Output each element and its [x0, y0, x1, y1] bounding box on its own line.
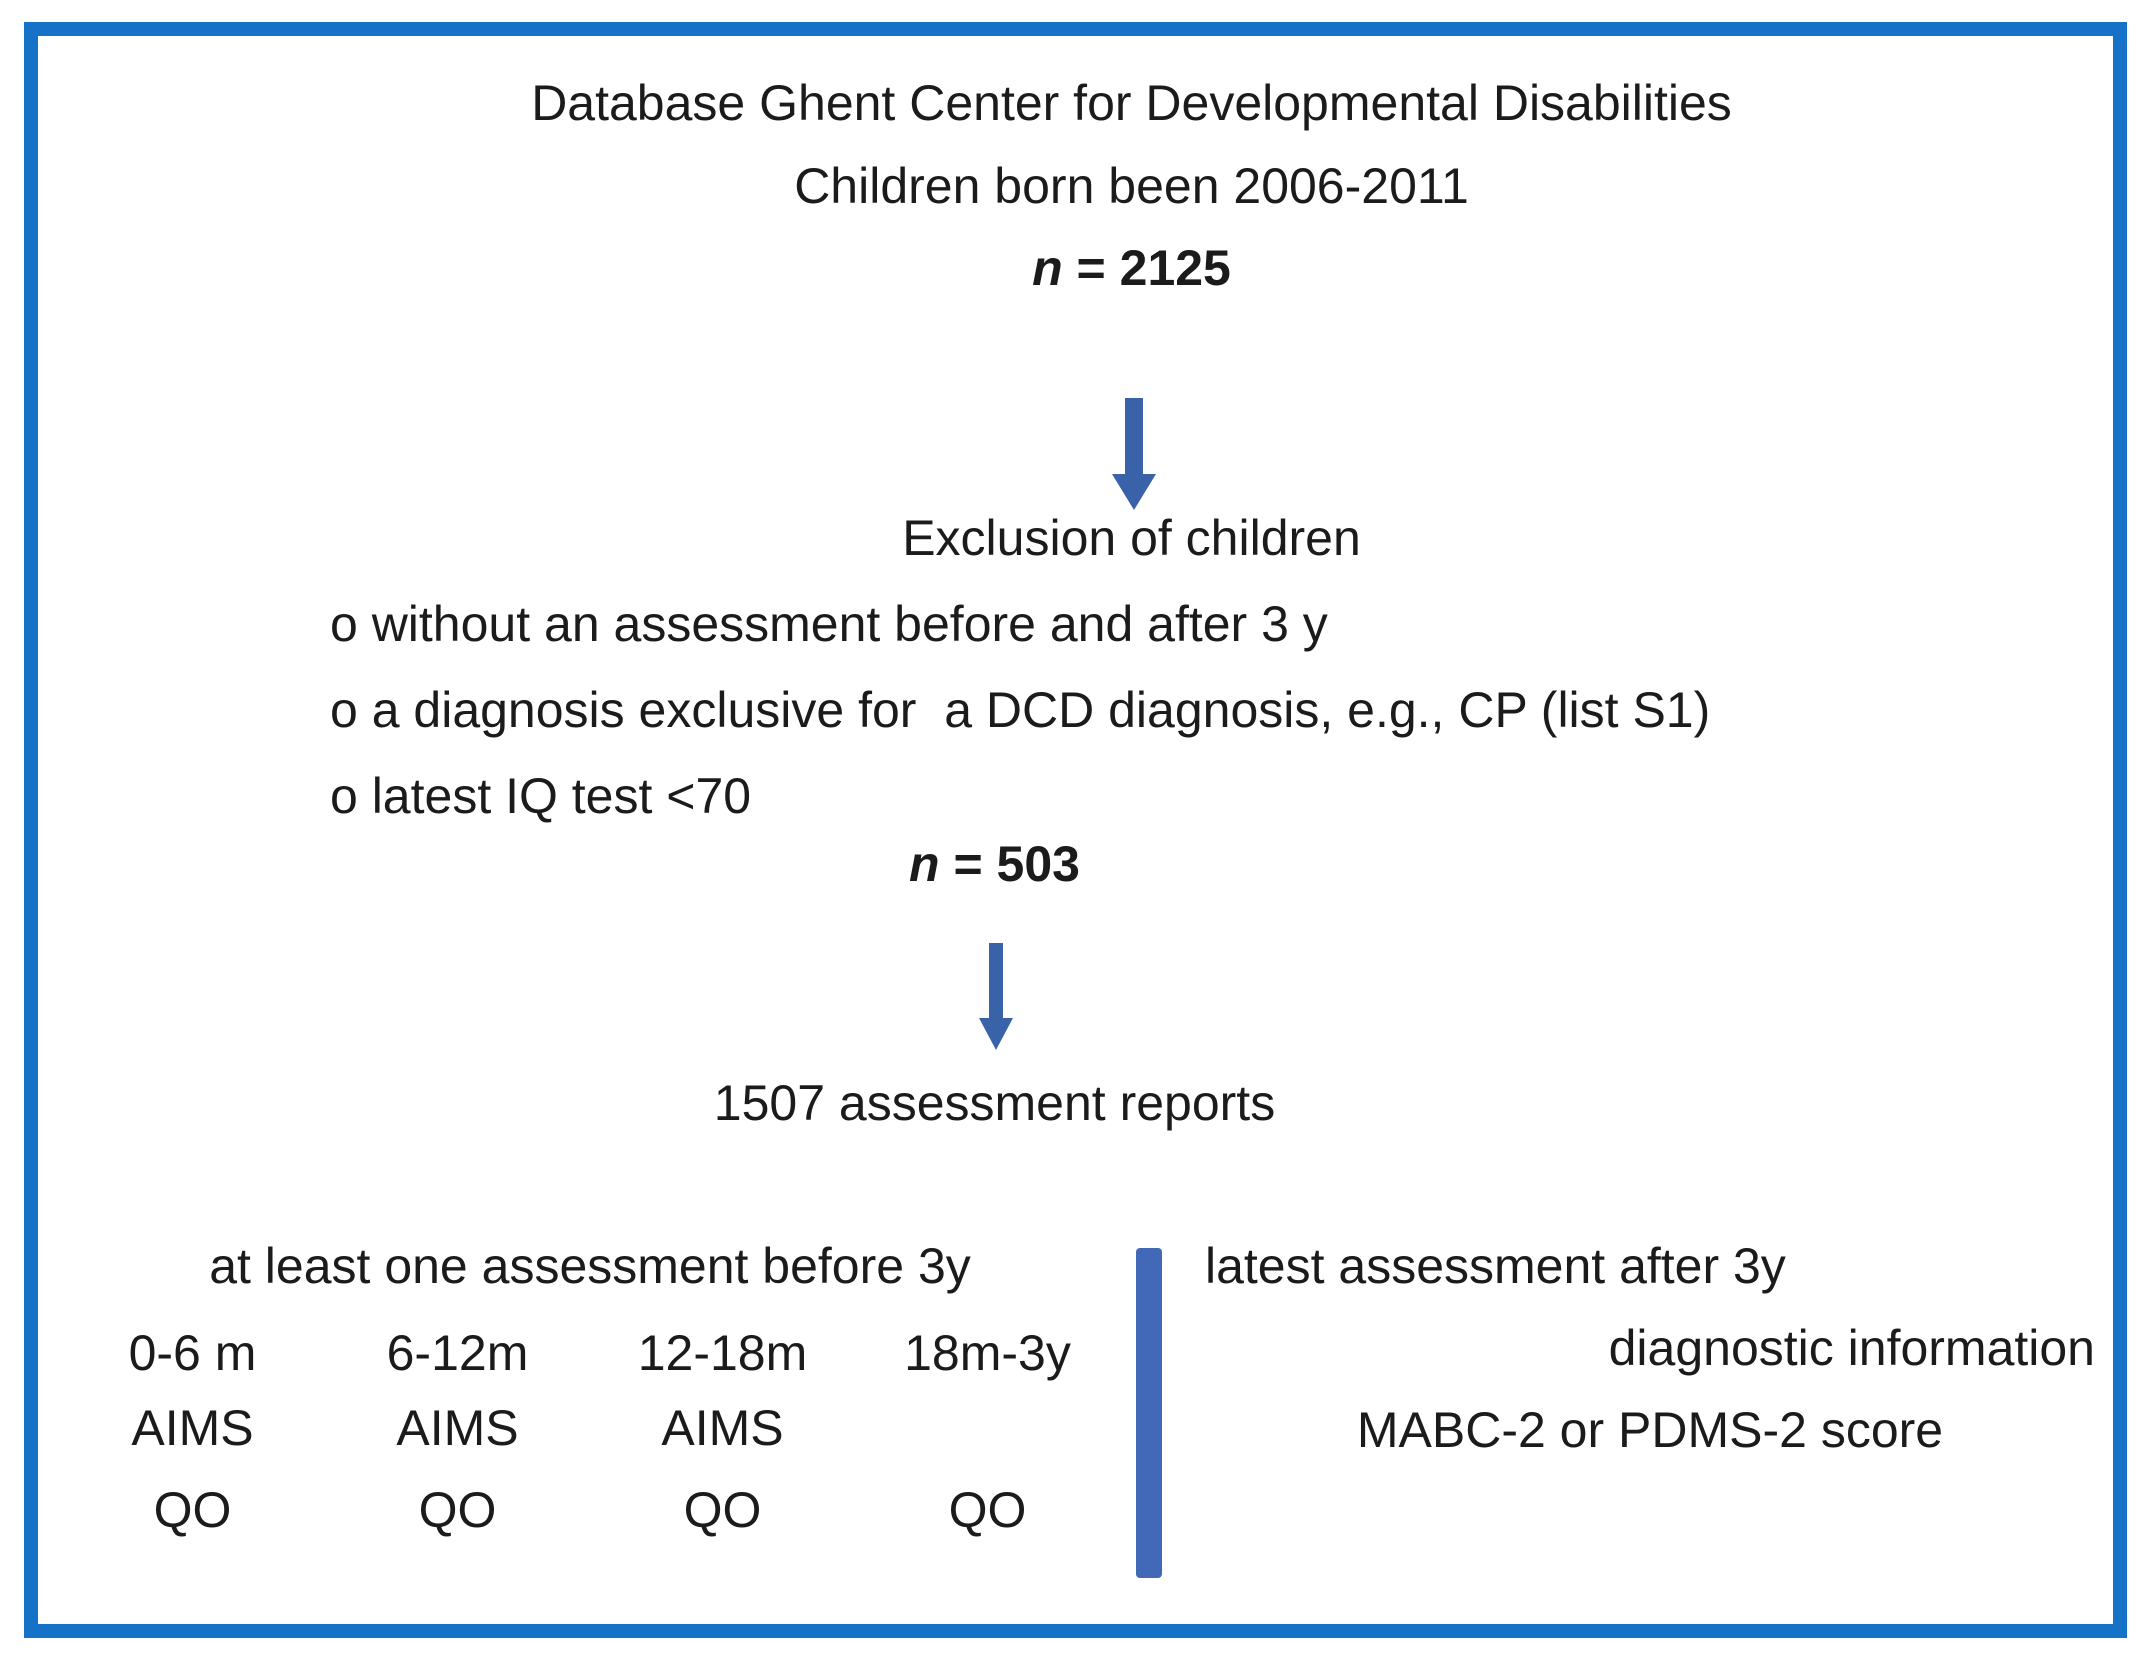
arrow-down-icon — [1112, 398, 1156, 510]
qo-cell-1: QO — [153, 1482, 232, 1538]
exclusion-heading: Exclusion of children — [902, 510, 1361, 566]
aims-cell-4 — [855, 1400, 1120, 1456]
sample-size-total: n = 2125 — [57, 240, 2149, 296]
figure-border-frame — [24, 22, 2127, 1638]
qo-cell-4: QO — [948, 1482, 1027, 1538]
aims-cell-3: AIMS — [661, 1400, 784, 1456]
arrow-down-icon — [979, 943, 1013, 1050]
age-period-6-12m: 6-12m — [386, 1325, 529, 1381]
exclusion-bullet-list: o without an assessment before and after… — [330, 596, 1710, 854]
exclusion-bullet-2: o a diagnosis exclusive for a DCD diagno… — [330, 682, 1711, 738]
motor-score-line: MABC-2 or PDMS-2 score — [1356, 1402, 1944, 1458]
aims-cell-2: AIMS — [396, 1400, 519, 1456]
sample-size-included: n = 503 — [0, 836, 2069, 892]
birth-cohort-line: Children born been 2006-2011 — [794, 158, 1469, 214]
assessment-reports-line: 1507 assessment reports — [713, 1075, 1276, 1131]
age-period-18m-3y: 18m-3y — [904, 1325, 1071, 1381]
age-period-0-6m: 0-6 m — [128, 1325, 257, 1381]
qo-cell-2: QO — [418, 1482, 497, 1538]
after-3y-heading: latest assessment after 3y — [1205, 1238, 1786, 1294]
aims-row: AIMS AIMS AIMS — [60, 1400, 1120, 1456]
age-period-row: 0-6 m 6-12m 12-18m 18m-3y — [60, 1325, 1120, 1381]
exclusion-bullet-3: o latest IQ test <70 — [330, 768, 752, 824]
age-period-12-18m: 12-18m — [637, 1325, 808, 1381]
qo-row: QO QO QO QO — [60, 1482, 1120, 1538]
diagnostic-information-line: diagnostic information — [1608, 1320, 2095, 1376]
n-value-total: = 2125 — [1062, 240, 1231, 296]
database-title-line: Database Ghent Center for Developmental … — [531, 75, 1732, 131]
divider-bar — [1136, 1248, 1162, 1578]
n-symbol: n — [1032, 240, 1063, 296]
exclusion-bullet-1: o without an assessment before and after… — [330, 596, 1328, 652]
n-value-included: = 503 — [939, 836, 1080, 892]
qo-cell-3: QO — [683, 1482, 762, 1538]
n-symbol: n — [909, 836, 940, 892]
aims-cell-1: AIMS — [131, 1400, 254, 1456]
before-3y-heading: at least one assessment before 3y — [209, 1238, 971, 1294]
